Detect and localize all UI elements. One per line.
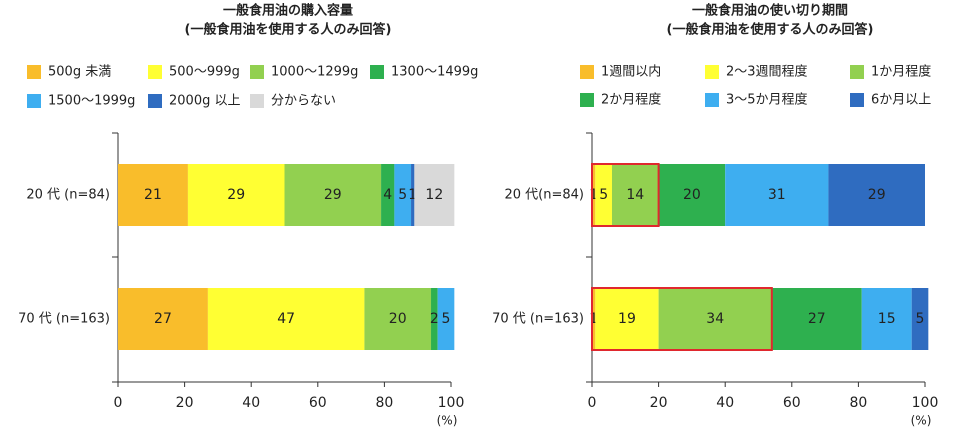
x-tick-label: 0 [588, 395, 597, 411]
data-label: 4 [383, 187, 392, 203]
data-label: 29 [227, 187, 245, 203]
data-label: 21 [144, 187, 162, 203]
data-label: 47 [277, 311, 295, 327]
legend-label: 1か月程度 [871, 64, 931, 80]
chart-title: 一般食用油の購入容量 [223, 3, 353, 19]
x-unit: (%) [911, 414, 932, 427]
x-tick-label: 40 [716, 395, 734, 411]
data-label: 2 [430, 311, 439, 327]
y-tick-label: 20 代 (n=84) [26, 188, 110, 203]
legend-swatch [27, 94, 41, 108]
legend-swatch [850, 93, 864, 107]
legend-label: 2か月程度 [601, 92, 661, 108]
legend-label: 1週間以内 [601, 64, 661, 80]
x-tick-label: 80 [375, 395, 393, 411]
y-tick-label: 20 代(n=84) [505, 188, 585, 203]
data-label: 34 [706, 311, 724, 327]
bar-segment [394, 164, 412, 226]
data-label: 29 [868, 187, 886, 203]
legend-label: 2〜3週間程度 [726, 64, 808, 80]
bar-segment [658, 288, 772, 350]
legend-swatch [148, 94, 162, 108]
bar-segment [431, 288, 438, 350]
legend-label: 500〜999g [169, 65, 240, 80]
legend-label: 1500〜1999g [48, 94, 135, 109]
bar-segment [611, 164, 659, 226]
bar-segment [595, 164, 612, 226]
bar-segment [414, 164, 455, 226]
bar-segment [725, 164, 829, 226]
data-label: 5 [398, 187, 407, 203]
bar-segment [437, 288, 455, 350]
data-label: 27 [808, 311, 826, 327]
chart-subtitle: (一般食用油を使用する人のみ回答) [667, 22, 874, 38]
legend-label: 6か月以上 [871, 93, 931, 108]
bar-segment [911, 288, 929, 350]
bar-segment [592, 164, 596, 226]
data-label: 5 [442, 311, 451, 327]
data-label: 15 [878, 311, 896, 327]
data-label: 20 [389, 311, 407, 327]
x-tick-label: 0 [114, 395, 123, 411]
data-label: 29 [324, 187, 342, 203]
bar-segment [207, 288, 365, 350]
bar-segment [381, 164, 395, 226]
legend-swatch [250, 94, 264, 108]
bar-segment [118, 288, 208, 350]
bar-segment [118, 164, 188, 226]
y-tick-label: 70 代 (n=163) [492, 312, 584, 327]
x-unit: (%) [437, 414, 458, 427]
x-tick-label: 60 [309, 395, 327, 411]
bar-segment [187, 164, 285, 226]
x-tick-label: 40 [242, 395, 260, 411]
data-label: 19 [618, 311, 636, 327]
data-label: 5 [599, 187, 608, 203]
legend-label: 3〜5か月程度 [726, 92, 808, 108]
legend-swatch [148, 65, 162, 79]
data-label: 1 [408, 187, 417, 203]
data-label: 20 [683, 187, 701, 203]
legend-swatch [580, 65, 594, 79]
legend-label: 500g 未満 [48, 65, 111, 80]
bar-segment [595, 288, 659, 350]
x-tick-label: 100 [438, 395, 465, 411]
legend-label: 1300〜1499g [391, 65, 478, 80]
data-label: 12 [425, 187, 443, 203]
x-tick-label: 60 [783, 395, 801, 411]
bar-segment [284, 164, 382, 226]
chart-subtitle: (一般食用油を使用する人のみ回答) [185, 22, 392, 38]
x-tick-label: 100 [912, 395, 939, 411]
x-tick-label: 80 [849, 395, 867, 411]
data-label: 1 [589, 311, 598, 327]
bar-segment [411, 164, 415, 226]
legend-swatch [27, 65, 41, 79]
bar-segment [658, 164, 726, 226]
data-label: 5 [916, 311, 925, 327]
legend-swatch [370, 65, 384, 79]
bar-segment [364, 288, 432, 350]
legend-swatch [250, 65, 264, 79]
highlight-box [591, 287, 773, 351]
legend-swatch [580, 93, 594, 107]
legend-label: 1000〜1299g [271, 65, 358, 80]
data-label: 27 [154, 311, 172, 327]
data-label: 1 [589, 187, 598, 203]
bar-segment [771, 288, 862, 350]
legend-label: 分からない [271, 94, 336, 109]
bar-segment [861, 288, 912, 350]
chart-title: 一般食用油の使い切り期間 [692, 3, 848, 19]
legend-label: 2000g 以上 [169, 94, 240, 109]
legend-swatch [850, 65, 864, 79]
bar-segment [828, 164, 925, 226]
x-tick-label: 20 [650, 395, 668, 411]
highlight-box [591, 163, 660, 227]
data-label: 14 [626, 187, 644, 203]
legend-swatch [705, 93, 719, 107]
x-tick-label: 20 [176, 395, 194, 411]
data-label: 31 [768, 187, 786, 203]
y-tick-label: 70 代 (n=163) [18, 312, 110, 327]
bar-segment [592, 288, 596, 350]
legend-swatch [705, 65, 719, 79]
